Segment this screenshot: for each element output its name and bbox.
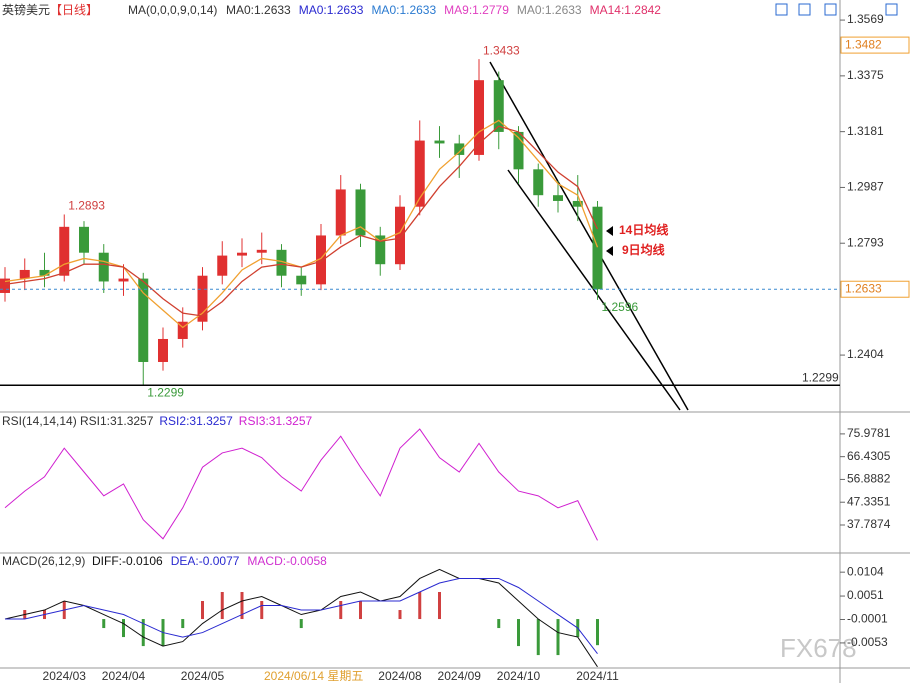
candle-body [79, 226, 89, 253]
candle-body [572, 200, 583, 207]
crosshair-date: 2024/06/14 星期五 [264, 669, 363, 683]
arrow [606, 246, 613, 256]
line [4, 568, 598, 668]
x-tick-label: 2024/09 [438, 669, 482, 683]
candle-body [118, 278, 129, 282]
price-annotation: 1.2596 [602, 300, 639, 314]
candle-body [355, 189, 366, 236]
arrow [606, 226, 613, 236]
y-tick-label: 47.3351 [847, 494, 891, 508]
y-tick-label: 56.8882 [847, 472, 891, 486]
ma-label: MA(0,0,0,9,0,14) [128, 3, 217, 17]
price-annotation: 1.2893 [68, 199, 105, 213]
x-tick-label: 2024/10 [497, 669, 541, 683]
candle-body [19, 269, 30, 279]
line [4, 125, 599, 317]
y-tick-label: 66.4305 [847, 449, 891, 463]
x-tick-label: 2024/03 [43, 669, 87, 683]
x-tick-label: 2024/11 [576, 669, 619, 683]
toolbar-button[interactable] [798, 3, 811, 16]
max-price-box [840, 36, 910, 54]
watermark: FX678 [780, 633, 857, 663]
candle-body [39, 269, 50, 276]
ma-legend: MA0:1.2633 [226, 3, 291, 17]
panel-title: RSI(14,14,14) [2, 414, 77, 428]
legend-entry: MACD:-0.0058 [247, 554, 327, 568]
line [4, 119, 599, 329]
y-tick-label: 0.0051 [847, 588, 884, 602]
panel-title: MACD(26,12,9) [2, 554, 85, 568]
candle-body [335, 189, 346, 236]
candle-body [553, 195, 563, 201]
candle-body [138, 278, 149, 362]
candle-body [0, 278, 10, 293]
candle-body [296, 275, 307, 285]
y-tick-label: 1.3569 [847, 12, 884, 26]
ma-legend: MA9:1.2779 [444, 3, 509, 17]
candle-body [256, 249, 267, 253]
ma-legend: MA14:1.2842 [590, 3, 662, 17]
series-label: 9日均线 [622, 242, 665, 257]
last-price-label: 1.2633 [845, 281, 882, 295]
y-tick-label: 1.3375 [847, 68, 884, 82]
candle-body [217, 255, 228, 276]
candle-body [276, 249, 287, 276]
candle-body [434, 140, 445, 144]
y-tick-label: 75.9781 [847, 426, 891, 440]
y-tick-label: -0.0001 [847, 612, 888, 626]
x-tick-label: 2024/05 [181, 669, 225, 683]
crosshair-box [262, 669, 374, 683]
candle-body [237, 252, 247, 256]
toolbar [775, 3, 898, 16]
line [5, 577, 598, 655]
line [4, 428, 598, 541]
legend-entry: RSI1:31.3257 [80, 414, 154, 428]
candle-body [592, 206, 603, 290]
toolbar-button[interactable] [824, 3, 837, 16]
last-price-box [840, 280, 910, 298]
y-tick-label: 1.3181 [847, 124, 884, 138]
candle-body [98, 252, 109, 282]
legend-entry: RSI2:31.3257 [159, 414, 233, 428]
candle-body [197, 275, 208, 322]
x-tick-label: 2024/04 [102, 669, 146, 683]
candle-body [375, 235, 386, 265]
ma-legend: MA0:1.2633 [517, 3, 582, 17]
series-label: 14日均线 [619, 222, 668, 237]
toolbar-button[interactable] [775, 3, 788, 16]
ma-legend: MA0:1.2633 [371, 3, 436, 17]
candle-body [395, 206, 405, 265]
y-tick-label: 37.7874 [847, 517, 891, 531]
support-label: 1.2299 [802, 370, 839, 384]
candle-body [513, 131, 524, 170]
y-tick-label: -0.0053 [847, 635, 888, 649]
candle-body [414, 140, 425, 207]
ma-legend: MA0:1.2633 [299, 3, 364, 17]
y-tick-label: 1.2793 [847, 235, 884, 249]
legend-entry: DIFF:-0.0106 [92, 554, 163, 568]
x-tick-label: 2024/08 [378, 669, 422, 683]
legend-entry: RSI3:31.3257 [239, 414, 313, 428]
candle-body [59, 226, 70, 276]
candle-body [493, 80, 504, 132]
price-annotation: 1.2299 [147, 385, 184, 399]
y-tick-label: 0.0104 [847, 564, 884, 578]
candle-body [316, 235, 326, 285]
period: 【日线】 [50, 3, 98, 17]
symbol: 英镑美元 [2, 2, 50, 17]
trend-line [489, 61, 689, 411]
candle-body [533, 169, 544, 196]
candle-body [158, 338, 168, 362]
toolbar-button[interactable] [885, 3, 898, 16]
max-price-label: 1.3482 [845, 37, 882, 51]
legend-entry: DEA:-0.0077 [171, 554, 240, 568]
y-tick-label: 1.2987 [847, 180, 884, 194]
price-annotation: 1.3433 [483, 43, 520, 57]
candle-body [177, 321, 188, 339]
candle-body [454, 143, 465, 155]
trend-line [507, 169, 681, 411]
y-tick-label: 1.2404 [847, 347, 884, 361]
candle-body [474, 80, 484, 155]
